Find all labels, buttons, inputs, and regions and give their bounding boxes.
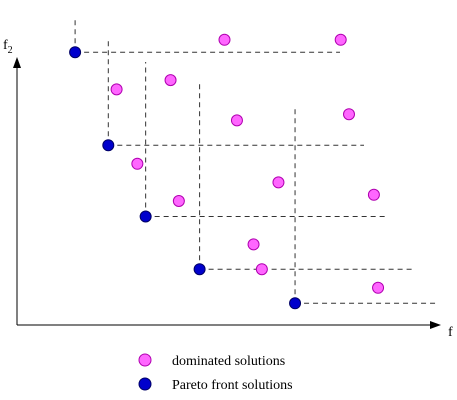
legend: dominated solutions Pareto front solutio… <box>138 353 293 393</box>
legend-marker-dominated <box>138 353 152 367</box>
pareto-solution-point <box>289 297 302 310</box>
x-axis-label: f <box>448 325 453 340</box>
dominated-solution-point <box>247 238 260 251</box>
y-axis-label-base: f <box>3 38 8 53</box>
dominated-solution-point <box>131 157 144 170</box>
dominance-guide-lines <box>74 18 436 304</box>
dominated-solution-point <box>218 33 231 46</box>
pareto-solution-point <box>139 210 152 223</box>
dominated-solution-point <box>110 83 123 96</box>
dominated-solution-point <box>372 281 385 294</box>
y-axis-arrow <box>13 57 21 68</box>
legend-marker-pareto <box>138 377 152 391</box>
y-axis-label-subscript: 2 <box>8 45 13 56</box>
dominated-solution-point <box>230 114 243 127</box>
legend-label-dominated: dominated solutions <box>172 354 285 369</box>
dominated-solution-point <box>343 108 355 121</box>
pareto-solution-point <box>102 139 115 152</box>
x-axis-arrow <box>430 321 441 329</box>
dominated-solution-point <box>334 33 347 46</box>
dominated-solution-point <box>172 195 185 207</box>
y-axis-label: f2 <box>3 38 13 56</box>
data-points <box>69 33 385 310</box>
pareto-solution-point <box>193 263 206 276</box>
dominated-solution-point <box>255 263 268 276</box>
dominated-solution-point <box>164 74 177 87</box>
dominated-solution-point <box>367 188 380 201</box>
pareto-solution-point <box>69 46 82 59</box>
dominated-solution-point <box>272 176 285 189</box>
legend-label-pareto: Pareto front solutions <box>172 378 293 393</box>
